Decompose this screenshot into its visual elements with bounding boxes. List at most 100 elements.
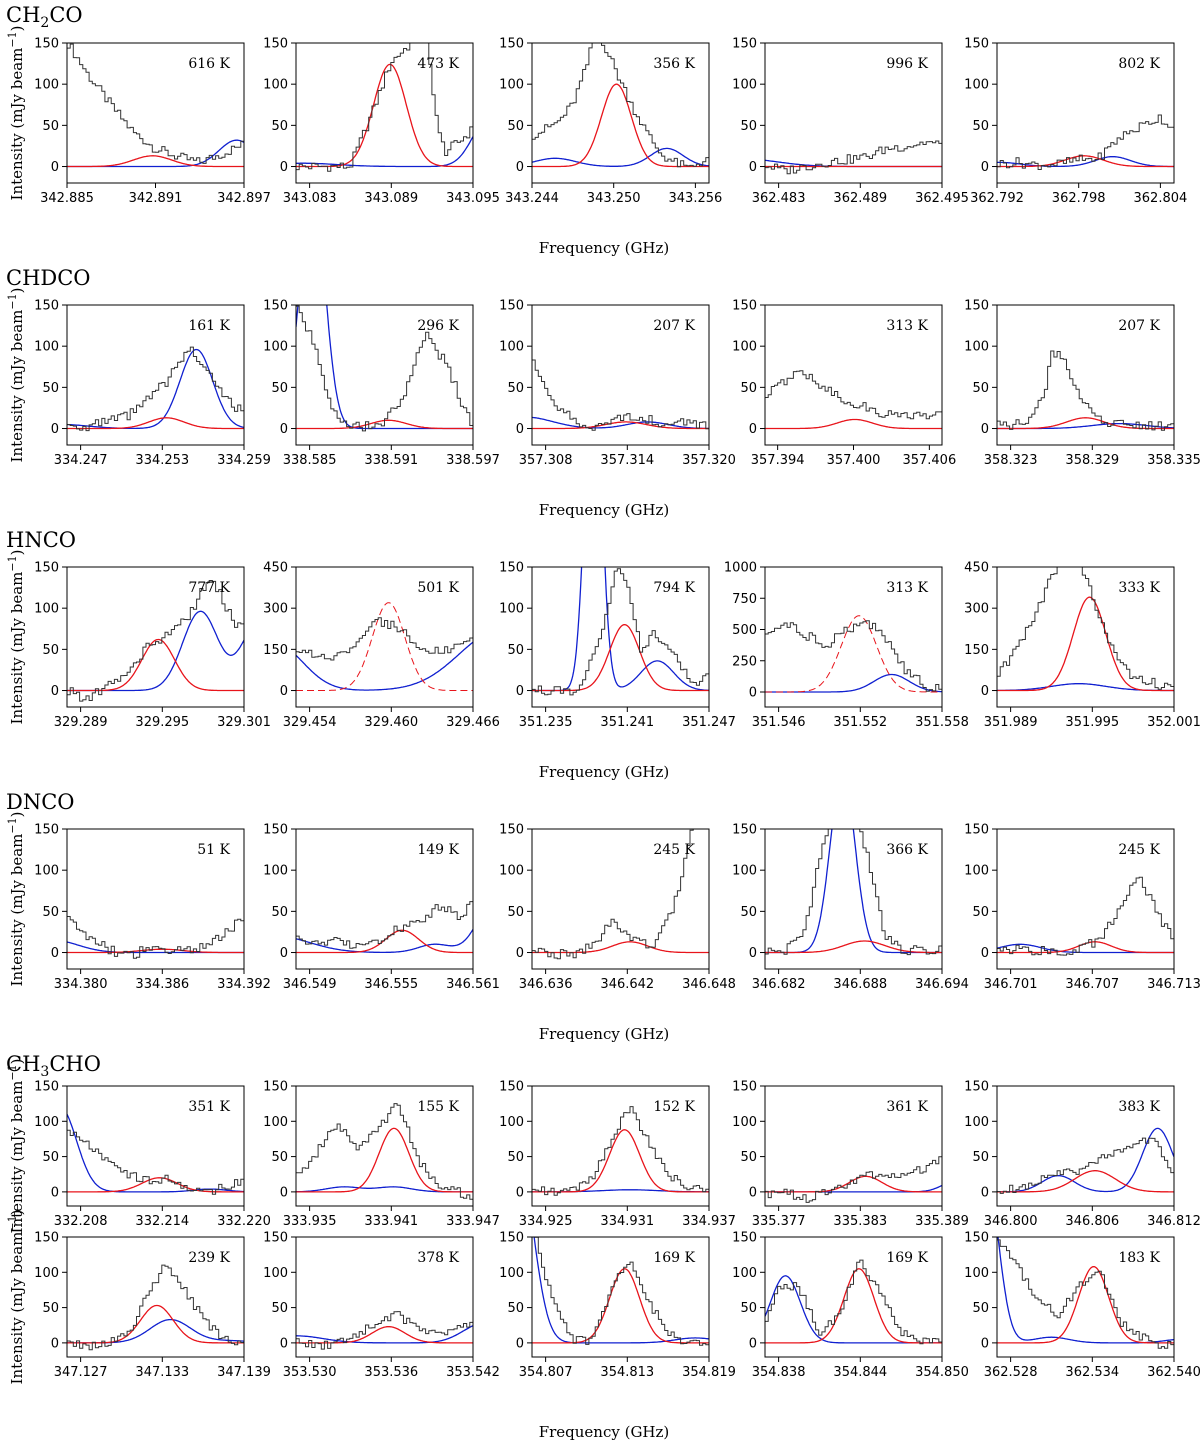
observed-spectrum [296, 305, 473, 432]
x-tick-label: 353.542 [446, 1365, 500, 1380]
x-tick-label: 343.256 [669, 191, 723, 206]
upper-energy-label: 996 K [886, 56, 928, 72]
y-tick-label: 100 [964, 1266, 989, 1281]
y-tick-label: 450 [263, 561, 288, 576]
axes-frame [295, 1085, 474, 1207]
upper-energy-label: 51 K [197, 842, 230, 858]
y-tick-label: 100 [263, 864, 288, 879]
plot-area [997, 876, 1174, 956]
x-tick-label: 351.552 [833, 715, 887, 730]
x-tick-label: 346.561 [446, 977, 500, 992]
y-tick-label: 100 [964, 864, 989, 879]
observed-spectrum [296, 1103, 473, 1200]
upper-energy-label: 366 K [886, 842, 928, 858]
spectrum-panel: 0 50 100 150 346.701 346.707 346.713 245 K [964, 823, 1200, 993]
x-tick-label: 357.394 [751, 453, 805, 468]
y-tick-label: 0 [516, 1185, 524, 1200]
x-tick-label: 351.989 [984, 715, 1038, 730]
model-blue-curve [296, 929, 473, 954]
y-tick-label: 750 [732, 592, 757, 607]
y-axis-label: Intensity (mJy beam−1) [6, 812, 26, 987]
observed-spectrum [296, 901, 473, 949]
plot-area [997, 114, 1174, 170]
observed-spectrum [997, 350, 1174, 431]
model-blue-curve [67, 1318, 244, 1344]
y-tick-label: 50 [972, 1150, 989, 1165]
x-tick-label: 334.380 [54, 977, 108, 992]
y-tick-label: 150 [499, 561, 524, 576]
plot-area [997, 1127, 1174, 1194]
y-tick-label: 50 [271, 905, 288, 920]
axes-frame [996, 304, 1175, 446]
axes-frame [531, 42, 710, 184]
y-tick-label: 0 [981, 1185, 989, 1200]
axes-frame [295, 566, 474, 708]
model-blue-curve [296, 641, 473, 691]
y-tick-label: 0 [51, 422, 59, 437]
observed-spectrum [67, 43, 244, 164]
x-tick-label: 351.995 [1065, 715, 1119, 730]
plot-area [765, 1259, 942, 1345]
y-tick-label: 150 [964, 37, 989, 52]
x-tick-label: 346.555 [364, 977, 418, 992]
observed-spectrum [765, 829, 942, 956]
axes-frame [295, 1236, 474, 1358]
y-tick-label: 100 [499, 864, 524, 879]
plot-area [532, 1106, 709, 1196]
y-tick-label: 100 [732, 340, 757, 355]
x-tick-label: 354.844 [833, 1365, 887, 1380]
observed-spectrum [765, 1259, 942, 1345]
x-tick-label: 346.682 [752, 977, 806, 992]
x-tick-label: 334.386 [135, 977, 189, 992]
x-tick-label: 343.095 [446, 191, 500, 206]
spectrum-panel: 0 150 300 450 351.989 351.995 352.001 333 K [964, 561, 1200, 731]
model-red-curve [997, 1266, 1174, 1344]
upper-energy-label: 333 K [1118, 580, 1160, 596]
model-red-curve [67, 638, 244, 692]
x-tick-label: 362.804 [1134, 191, 1188, 206]
model-blue-curve [67, 139, 244, 168]
x-tick-label: 346.694 [915, 977, 969, 992]
observed-spectrum [67, 1264, 244, 1351]
upper-energy-label: 183 K [1118, 1250, 1160, 1266]
y-tick-label: 100 [263, 340, 288, 355]
x-tick-label: 346.636 [519, 977, 573, 992]
x-tick-label: 335.377 [752, 1214, 806, 1229]
model-blue-curve [997, 155, 1174, 168]
upper-energy-label: 161 K [188, 318, 230, 334]
x-tick-label: 358.323 [984, 453, 1038, 468]
axes-frame [531, 1236, 710, 1358]
y-tick-label: 0 [516, 422, 524, 437]
model-blue-curve [765, 829, 942, 954]
x-tick-label: 346.800 [984, 1214, 1038, 1229]
y-tick-label: 50 [740, 381, 757, 396]
axes-frame [531, 304, 710, 446]
model-red-curve [765, 940, 942, 954]
x-tick-label: 334.247 [54, 453, 108, 468]
x-tick-label: 334.253 [135, 453, 189, 468]
x-tick-label: 347.127 [54, 1365, 108, 1380]
x-tick-label: 334.937 [682, 1214, 736, 1229]
spectrum-panel: 0 50 100 150 335.377 335.383 335.389 361 K [732, 1080, 969, 1230]
y-axis-label: Intensity (mJy beam−1) [6, 288, 26, 463]
spectrum-panel: 0 50 100 150 362.792 362.798 362.804 802 K [964, 37, 1187, 207]
axes-frame [996, 1236, 1175, 1358]
y-tick-label: 50 [740, 1150, 757, 1165]
upper-energy-label: 169 K [886, 1250, 928, 1266]
observed-spectrum [765, 1156, 942, 1203]
x-tick-label: 357.308 [519, 453, 573, 468]
x-tick-label: 346.806 [1065, 1214, 1119, 1229]
model-blue-curve [296, 136, 473, 168]
model-red-curve [765, 418, 942, 430]
y-tick-label: 0 [51, 1185, 59, 1200]
y-tick-label: 50 [507, 1150, 524, 1165]
upper-energy-label: 383 K [1118, 1099, 1160, 1115]
model-blue-curve [67, 348, 244, 430]
spectrum-panel: 0 50 100 150 357.394 357.400 357.406 313 K [732, 299, 956, 469]
y-tick-label: 0 [749, 946, 757, 961]
observed-spectrum [67, 1129, 244, 1195]
plot-area [765, 140, 942, 175]
y-tick-label: 50 [42, 1301, 59, 1316]
spectrum-panel: 0 50 100 150 334.247 334.253 334.259 161 K [34, 299, 271, 469]
x-tick-label: 362.495 [915, 191, 969, 206]
